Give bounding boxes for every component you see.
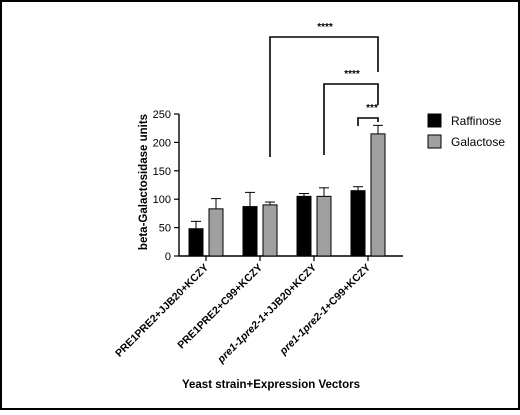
bar-raffinose [242,206,258,257]
y-tick-label: 200 [153,137,171,149]
bar-galactose [370,133,386,257]
y-tick-label: 150 [153,166,171,178]
y-axis-title: beta-Galactosidase units [138,114,150,250]
bar-raffinose [188,228,204,257]
significance-label: **** [317,22,333,33]
legend-label-raffinose: Raffinose [451,114,502,128]
y-tick-label: 250 [153,109,171,121]
legend-swatch-raffinose [427,113,442,128]
significance-label: **** [344,69,360,80]
legend-swatch-galactose [427,134,442,149]
bar-raffinose [350,190,366,257]
y-tick-label: 50 [159,223,171,235]
bar-galactose [262,204,278,257]
legend-label-galactose: Galactose [451,135,505,149]
y-tick-label: 0 [165,251,171,263]
x-axis-title: Yeast strain+Expression Vectors [182,379,360,391]
bar-galactose [208,208,224,257]
significance-bracket [269,36,379,157]
bar-raffinose [296,195,312,257]
significance-bracket [357,117,379,126]
bar-galactose [316,195,332,257]
significance-bracket [323,83,379,155]
y-tick-label: 100 [153,194,171,206]
significance-label: *** [366,103,378,114]
